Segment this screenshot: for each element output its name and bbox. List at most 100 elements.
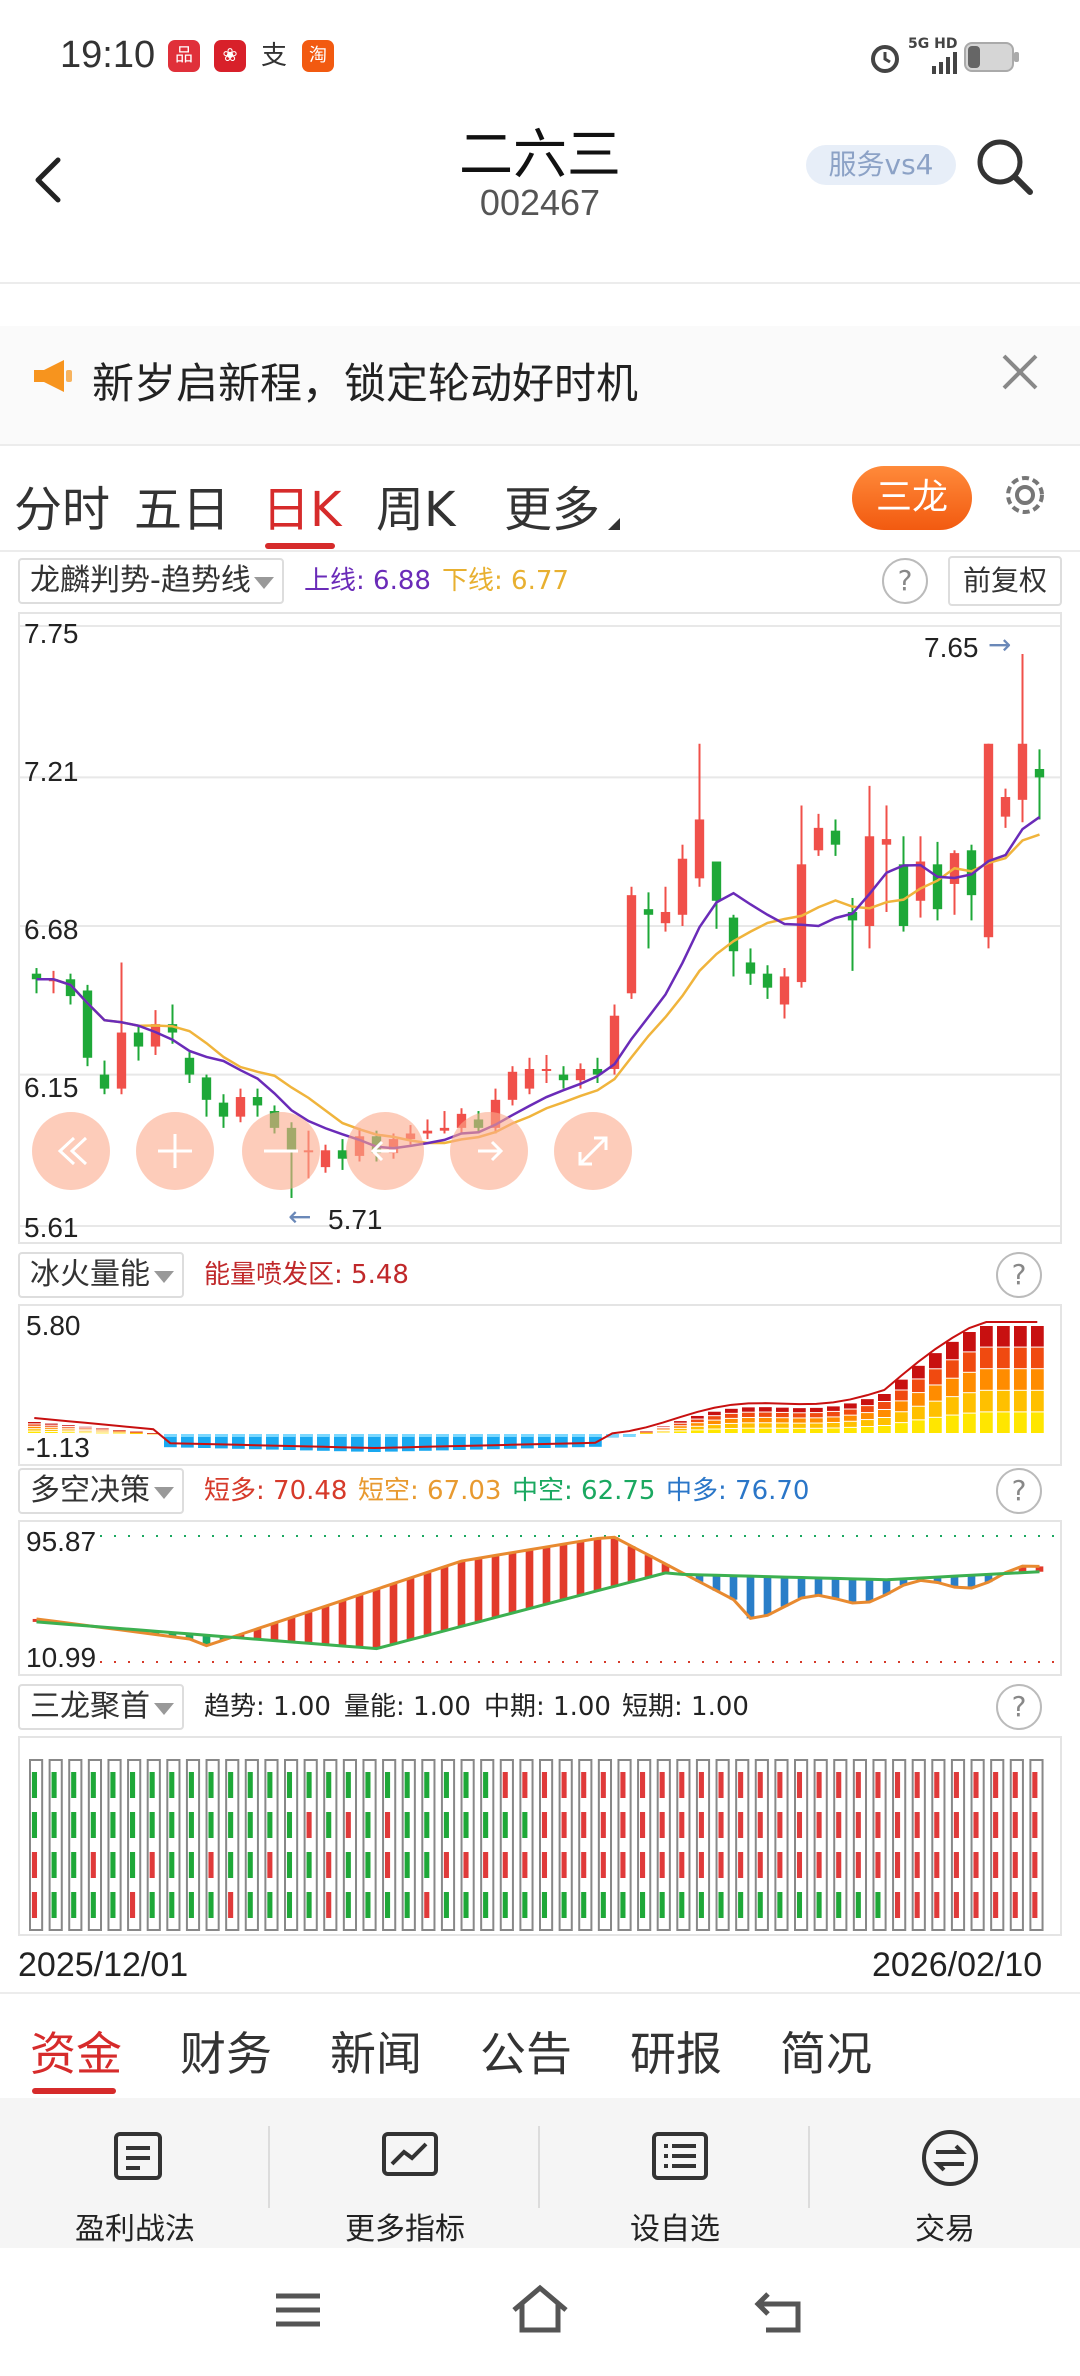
candle-body xyxy=(558,1074,569,1081)
kline-chart-panel[interactable]: 7.75 7.21 6.68 6.15 5.61 7.65 → ← 5.71 xyxy=(18,612,1062,1244)
energy-bar xyxy=(130,1433,143,1434)
dropdown-icon xyxy=(154,1703,174,1715)
energy-bar-cap xyxy=(453,1434,466,1437)
menu-icon[interactable] xyxy=(274,2290,322,2330)
sanlong-cell xyxy=(463,1812,469,1838)
announcement-banner[interactable]: 新岁启新程，锁定轮动好时机 xyxy=(0,326,1080,444)
energy-bar xyxy=(776,1412,789,1418)
help-icon[interactable]: ? xyxy=(882,558,928,604)
energy-bar xyxy=(28,1431,41,1433)
main-indicator-select[interactable]: 龙麟判势-趋势线 xyxy=(18,558,284,604)
sanlong-indicator-select[interactable]: 三龙聚首 xyxy=(18,1684,184,1730)
zoom-out-button[interactable] xyxy=(242,1112,320,1190)
pan-right-button[interactable] xyxy=(450,1112,528,1190)
sanlong-column xyxy=(833,1759,848,1931)
help-icon[interactable]: ? xyxy=(996,1684,1042,1730)
banner-text: 新岁启新程，锁定轮动好时机 xyxy=(92,359,639,408)
energy-bar xyxy=(640,1431,653,1432)
energy-bar xyxy=(810,1428,823,1433)
tab-research[interactable]: 研报 xyxy=(630,2027,722,2081)
sanlong-cell xyxy=(1032,1772,1038,1798)
tab-announcements[interactable]: 公告 xyxy=(480,2027,572,2081)
sanlong-cell xyxy=(385,1772,391,1798)
sanlong-column xyxy=(931,1759,946,1931)
energy-bar xyxy=(28,1422,41,1424)
sanlong-button[interactable]: 三龙 xyxy=(852,466,972,530)
pan-left-button[interactable] xyxy=(346,1112,424,1190)
tab-five-day[interactable]: 五日 xyxy=(134,482,231,538)
back-nav-icon[interactable] xyxy=(754,2286,804,2334)
bullbear-indicator-select[interactable]: 多空决策 xyxy=(18,1468,184,1514)
energy-bar xyxy=(912,1420,925,1433)
energy-bar-cap xyxy=(368,1434,381,1437)
gear-icon[interactable] xyxy=(1000,470,1050,520)
add-watchlist-button[interactable]: 设自选 xyxy=(540,2098,810,2248)
sanlong-cell xyxy=(895,1812,901,1838)
sanlong-column xyxy=(362,1759,377,1931)
tab-daily-k[interactable]: 日K xyxy=(262,482,342,538)
fuquan-button[interactable]: 前复权 xyxy=(948,556,1062,606)
energy-bar xyxy=(28,1426,41,1429)
energy-bar xyxy=(113,1433,126,1434)
tab-news[interactable]: 新闻 xyxy=(330,2027,422,2081)
upper-trend-line xyxy=(36,816,1041,1150)
energy-bar xyxy=(946,1415,959,1433)
fullscreen-button[interactable] xyxy=(554,1112,632,1190)
sanlong-cell xyxy=(130,1812,136,1838)
energy-bar xyxy=(895,1423,908,1433)
sanlong-column xyxy=(519,1759,534,1931)
energy-bar xyxy=(130,1431,143,1433)
sanlong-cell xyxy=(130,1892,136,1918)
short-line xyxy=(36,1535,1040,1648)
sanlong-chart-panel xyxy=(18,1736,1062,1936)
energy-bar xyxy=(691,1423,704,1426)
sanlong-cell xyxy=(286,1852,293,1878)
y-tick-label: 5.80 xyxy=(26,1310,81,1341)
energy-bar-cap xyxy=(334,1434,347,1437)
trade-button[interactable]: 交易 xyxy=(810,2098,1080,2248)
energy-bar xyxy=(997,1347,1010,1369)
tab-weekly-k[interactable]: 周K xyxy=(376,482,456,538)
divider xyxy=(0,1992,1080,1994)
sanlong-cell xyxy=(110,1852,116,1878)
candle-body xyxy=(575,1068,586,1081)
sanlong-cell xyxy=(640,1852,646,1878)
home-icon[interactable] xyxy=(510,2284,570,2334)
sanlong-cell xyxy=(698,1772,704,1798)
tab-more[interactable]: 更多 xyxy=(504,482,601,538)
energy-bar xyxy=(691,1415,704,1419)
tab-profile[interactable]: 简况 xyxy=(780,2027,872,2081)
help-icon[interactable]: ? xyxy=(996,1252,1042,1298)
help-icon[interactable]: ? xyxy=(996,1468,1042,1514)
energy-indicator-select[interactable]: 冰火量能 xyxy=(18,1252,184,1298)
sanlong-cell xyxy=(267,1892,273,1918)
close-icon[interactable] xyxy=(996,348,1044,396)
energy-bar xyxy=(708,1429,721,1433)
tab-minute[interactable]: 分时 xyxy=(14,482,111,538)
divider xyxy=(0,282,1080,284)
energy-bar xyxy=(844,1409,857,1415)
energy-bar xyxy=(878,1409,891,1417)
separator xyxy=(268,2126,270,2208)
energy-bar xyxy=(708,1411,721,1416)
energy-bar xyxy=(674,1423,687,1426)
more-indicators-button[interactable]: 更多指标 xyxy=(270,2098,540,2248)
energy-bar xyxy=(725,1413,738,1418)
back-arrow-icon[interactable] xyxy=(28,150,68,210)
sanlong-cell xyxy=(620,1852,626,1878)
tab-finance[interactable]: 财务 xyxy=(180,2027,272,2081)
zoom-in-button[interactable] xyxy=(136,1112,214,1190)
profit-strategy-button[interactable]: 盈利战法 xyxy=(0,2098,270,2248)
sanlong-cell xyxy=(443,1772,449,1798)
scroll-left-button[interactable] xyxy=(32,1112,110,1190)
tab-funds[interactable]: 资金 xyxy=(30,2027,122,2081)
sanlong-cell xyxy=(796,1812,803,1838)
energy-bar-cap xyxy=(266,1434,279,1437)
candle-body xyxy=(626,895,637,994)
bullbear-chart-panel: 95.87 10.99 xyxy=(18,1520,1062,1676)
service-button[interactable]: 服务vs4 xyxy=(806,145,956,185)
search-icon[interactable] xyxy=(972,134,1036,198)
app-notification-icon: ❀ xyxy=(214,40,246,72)
sanlong-cell xyxy=(326,1852,332,1878)
sanlong-cell xyxy=(1012,1812,1018,1838)
